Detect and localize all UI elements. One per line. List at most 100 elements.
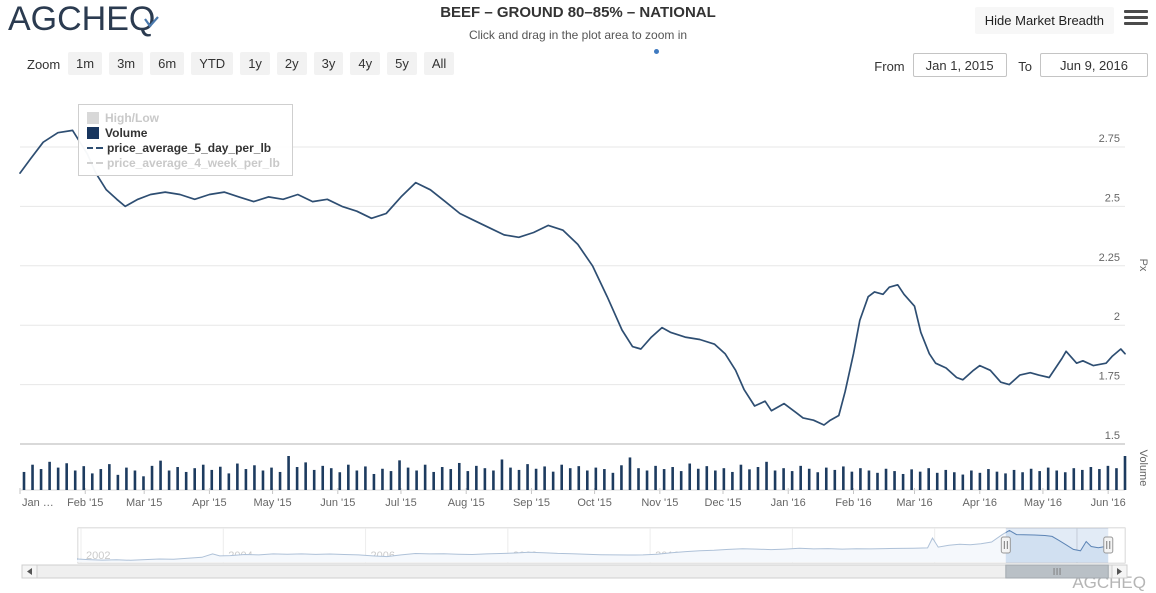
volume-bar [1063,472,1067,490]
navigator-mask-right [1108,528,1125,563]
range-selector-toolbar: Zoom 1m 3m 6m YTD 1y 2y 3y 4y 5y All From To [0,49,1156,80]
zoom-label: Zoom [27,57,61,72]
volume-bar [586,470,589,490]
volume-bar [432,471,435,490]
volume-bar [355,470,359,490]
zoom-button-1m[interactable]: 1m [68,52,103,75]
volume-bar [603,469,606,490]
volume-bar [475,465,478,490]
zoom-button-1y[interactable]: 1y [240,52,270,75]
x-axis-label: Jun '15 [320,497,355,509]
from-date-input[interactable] [912,53,1007,77]
y-axis-label: 2.5 [1105,192,1120,204]
legend-item-label: High/Low [105,110,159,125]
legend-item-price-average-5-day-per-lb[interactable]: price_average_5_day_per_lb [87,140,280,155]
navigator-right-handle[interactable] [1103,536,1114,554]
volume-bar [696,468,700,490]
volume-bar [662,469,666,490]
volume-bar [65,463,68,490]
volume-bar [679,471,683,490]
volume-bar [765,461,768,490]
volume-bar [167,470,171,490]
legend-item-price-average-4-week-per-lb[interactable]: price_average_4_week_per_lb [87,155,280,170]
zoom-button-ytd[interactable]: YTD [191,52,234,75]
volume-bar [526,464,529,490]
volume-bar [1098,469,1101,490]
volume-bar [219,466,222,490]
navigator-selected-range[interactable] [1005,528,1109,563]
to-date-input[interactable] [1040,53,1148,77]
volume-bar [782,468,785,490]
volume-bar [125,467,128,490]
volume-bar [568,468,572,490]
volume-bar [1029,468,1033,490]
volume-bar [901,473,905,490]
volume-axis-title: Volume [1137,450,1149,487]
y-axis-label: 1.5 [1105,430,1120,442]
scrollbar-right-arrow-icon[interactable] [1111,564,1128,579]
zoom-button-3m[interactable]: 3m [109,52,144,75]
volume-bar [628,457,632,490]
volume-bar [1072,468,1076,490]
volume-bar [645,470,649,490]
x-axis-label: May '15 [253,497,291,509]
legend-box: High/Low Volume price_average_5_day_per_lb… [78,104,293,176]
zoom-button-5y[interactable]: 5y [387,52,417,75]
zoom-button-4y[interactable]: 4y [350,52,381,75]
y-axis-label: 1.75 [1099,371,1120,383]
volume-bar [329,468,333,490]
volume-bar [73,470,77,490]
volume-bar [492,470,495,490]
y-axis-label: 2.25 [1099,252,1120,264]
volume-bar [31,464,34,490]
volume-bar [611,472,615,490]
navigator-left-handle[interactable] [1000,536,1011,554]
volume-bar [551,471,555,490]
x-axis-label: Apr '16 [963,497,998,509]
volume-bar [364,466,367,490]
volume-bar [415,470,418,490]
zoom-button-2y[interactable]: 2y [276,52,307,75]
volume-bar [372,473,376,490]
volume-bar [867,470,871,490]
volume-bar [918,471,922,490]
volume-bar [210,469,214,490]
legend-line-icon [87,146,103,149]
logo[interactable]: AGCHEQ [8,0,160,39]
legend-item-volume[interactable]: Volume [87,125,280,140]
volume-bar [731,471,734,490]
scrollbar-left-arrow-icon[interactable] [21,564,38,579]
x-axis-label: Aug '15 [448,497,485,509]
navigator: 20022004200620082010201220142016 [77,527,1126,564]
x-axis-label: Nov '15 [641,497,678,509]
hide-market-breadth-button[interactable]: Hide Market Breadth [974,7,1114,34]
scrollbar-thumb[interactable] [1005,564,1109,579]
x-axis-label: Oct '15 [577,497,612,509]
volume-bar [509,467,512,490]
volume-bar [1004,473,1007,490]
zoom-button-6m[interactable]: 6m [150,52,185,75]
price-line-series [19,129,1126,426]
volume-bar [842,466,845,490]
volume-bar [534,468,538,490]
date-range-inputs: From To [654,49,1148,77]
volume-bar [1012,469,1016,490]
volume-bar [876,472,879,490]
volume-bar [381,468,384,490]
scrollbar-track[interactable] [36,564,1113,579]
volume-bar [176,467,179,490]
legend-item-high-low[interactable]: High/Low [87,110,280,125]
x-axis-label: Feb '16 [835,497,871,509]
x-axis-label: Mar '16 [896,497,932,509]
x-axis-label: Dec '15 [705,497,742,509]
volume-bar [116,474,120,490]
volume-bar [671,467,674,490]
y-axis-label: 2.75 [1099,133,1120,145]
volume-bar [807,468,811,490]
volume-bar [347,464,350,490]
volume-bar [1106,465,1110,490]
menu-icon[interactable] [1124,10,1148,28]
zoom-button-all[interactable]: All [423,52,455,75]
volume-bar [577,466,581,490]
zoom-button-3y[interactable]: 3y [313,52,344,75]
